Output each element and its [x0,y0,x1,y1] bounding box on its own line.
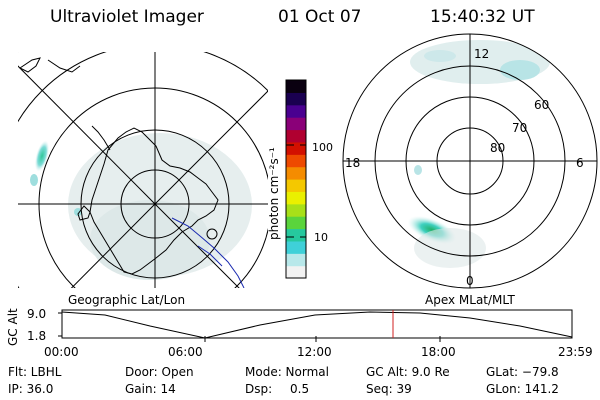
right-panel-caption: Apex MLat/MLT [425,293,515,307]
glat-info: GLat: −79.8 [486,365,559,379]
timeline-tick-2359: 23:59 [558,345,593,359]
colorbar-segment [286,265,306,279]
timeline-tick-0000: 00:00 [44,345,79,359]
mode-info: Mode: Normal [245,365,329,379]
colorbar-segment [286,179,306,192]
colorbar-segment [286,117,306,131]
image-footprint [414,228,486,268]
mlt-lines [343,34,597,288]
orbit-timeline [58,309,573,342]
longitude-lines [18,52,268,288]
colorbar-unit-label: photon cm⁻²s⁻¹ [267,147,281,240]
mlat-label-70: 70 [512,121,527,135]
colorbar-segment [286,216,306,230]
colorbar-tick-100: 100 [312,141,333,154]
timeline-ymax: 9.0 [27,307,47,321]
mlat-label-60: 60 [534,98,549,112]
mlt-label-18: 18 [345,156,360,170]
antarctica-coastline [89,127,219,275]
colorbar-segment [286,104,306,118]
magnetic-pole-track [171,217,245,288]
colorbar-segment [286,92,306,106]
colorbar-segment [286,141,306,155]
mlt-label-6: 6 [576,156,584,170]
glon-info: GLon: 141.2 [486,382,559,396]
timeline-tick-1800: 18:00 [421,345,456,359]
colorbar-segment [286,191,306,205]
aurora-spot [500,60,540,80]
gc-altitude-curve [61,311,573,339]
mlt-label-12: 12 [474,47,489,61]
colorbar-segment [286,166,306,180]
timeline-tick-0600: 06:00 [168,345,203,359]
colorbar-segment [286,129,306,143]
colorbar-frame [285,79,307,279]
left-panel-caption: Geographic Lat/Lon [68,293,186,307]
aurora-spot [34,140,50,172]
gc-alt-info: GC Alt: 9.0 Re [366,365,450,379]
aurora-spot [30,174,38,186]
colorbar [285,79,307,279]
colorbar-ticks [286,144,306,238]
colorbar-tick-10: 10 [314,231,328,244]
colorbar-segment [286,80,306,93]
date-label: 01 Oct 07 [278,7,362,27]
seq-info: Seq: 39 [366,382,412,396]
door-info: Door: Open [125,365,194,379]
south-america-coastline [19,57,81,73]
gain-info: Gain: 14 [125,382,176,396]
aurora-spot [414,165,422,175]
colorbar-segment [286,240,306,254]
mlat-label-80: 80 [490,141,505,155]
aurora-spot [74,208,82,216]
image-footprint-core [90,200,210,280]
mlt-label-0: 0 [466,274,474,288]
antarctic-peninsula [77,125,111,221]
timeline-ymin: 1.8 [27,329,47,343]
colorbar-segment [286,253,306,267]
colorbar-segment [286,154,306,168]
ip-info: IP: 36.0 [8,382,54,396]
colorbar-segment [286,228,306,242]
colorbar-segment [286,203,306,217]
timeline-tick-1200: 12:00 [297,345,332,359]
time-label: 15:40:32 UT [430,7,535,27]
aurora-spot [424,50,456,62]
dsp-value: 0.5 [290,382,310,396]
timeline-ylabel: GC Alt [6,308,20,346]
station-marker [206,228,218,240]
geographic-map [18,52,268,288]
instrument-title: Ultraviolet Imager [50,7,204,27]
filter-info: Flt: LBHL [8,365,62,379]
dsp-label: Dsp: [245,382,273,396]
